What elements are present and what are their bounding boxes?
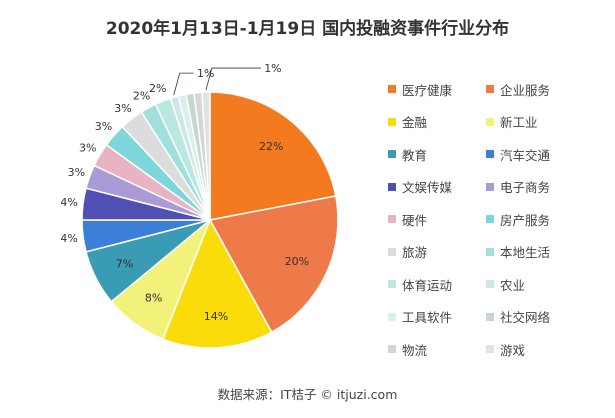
legend-swatch [388,117,396,126]
legend-swatch [486,182,494,191]
legend-label: 社交网络 [500,310,551,325]
legend-swatch [486,85,494,93]
legend-label: 房产服务 [500,212,551,228]
legend-swatch [388,247,396,256]
legend-swatch [486,117,494,126]
legend-item: 本地生活 [486,243,584,261]
data-label: 2% [133,90,150,103]
legend-item: 体育运动 [388,275,486,293]
legend-item: 农业 [486,275,584,293]
legend-item: 游戏 [486,340,584,358]
legend-label: 旅游 [402,245,428,260]
legend-item: 汽车交通 [486,145,584,163]
data-label: 8% [145,292,162,305]
data-label: 22% [259,140,283,153]
data-label: 3% [79,142,96,155]
data-label: 4% [60,196,77,209]
legend-label: 电子商务 [500,180,551,195]
legend-item: 房产服务 [486,210,584,228]
data-source: 数据来源：IT桔子 © itjuzi.com [217,387,398,402]
legend-swatch [486,247,494,256]
legend-label: 汽车交通 [500,147,551,163]
legend-label: 医疗健康 [402,82,453,98]
legend-label: 本地生活 [500,245,551,260]
legend-swatch [388,182,396,191]
data-label: 2% [149,82,166,95]
legend-label: 工具软件 [402,310,453,325]
legend-label: 物流 [402,342,428,358]
legend-item: 金融 [388,113,486,131]
data-label: 1% [264,62,281,75]
legend-label: 新工业 [500,115,538,130]
data-label: 3% [68,166,85,179]
legend: 医疗健康 企业服务金融 新工业教育 汽车交通文娱传媒 电子商务硬件 房产服务旅游 本地生活体… [388,80,588,358]
pie-slice-2 [161,218,273,349]
legend-label: 文娱传媒 [402,180,453,195]
pie-slice-1 [208,195,339,334]
legend-item: 社交网络 [486,308,584,326]
data-label: 7% [116,258,133,271]
legend-item: 硬件 [388,210,486,228]
legend-item: 企业服务 [486,80,584,98]
legend-swatch [486,312,494,321]
legend-item: 医疗健康 [388,80,486,98]
legend-swatch [388,280,396,288]
legend-swatch [388,215,396,223]
chart-title: 2020年1月13日-1月19日 国内投融资事件行业分布 [105,19,510,39]
legend-item: 物流 [388,340,486,358]
legend-swatch [388,345,396,353]
legend-item: 文娱传媒 [388,178,486,196]
pie-slice-17 [201,91,211,221]
legend-label: 体育运动 [402,277,453,293]
data-label: 20% [285,255,309,268]
pie-slice-0 [209,91,337,221]
data-label: 3% [114,102,131,115]
data-label: 3% [95,120,112,133]
legend-item: 旅游 [388,243,486,261]
legend-swatch [486,215,494,223]
leader-line [205,67,261,91]
legend-item: 教育 [388,145,486,163]
data-label: 1% [197,67,214,80]
legend-swatch [388,312,396,321]
data-label: 14% [204,310,228,323]
legend-label: 农业 [500,277,526,293]
legend-swatch [486,150,494,158]
pie-chart: 22%20%14%8%7%4%4%3%3%3%3%2%2%1% 1% [60,62,339,349]
legend-swatch [486,345,494,353]
legend-label: 企业服务 [500,82,551,98]
leader-line [173,72,194,96]
legend-label: 游戏 [500,342,526,358]
legend-item: 电子商务 [486,178,584,196]
legend-label: 金融 [402,115,428,130]
legend-label: 教育 [402,147,428,163]
data-label: 4% [60,232,77,245]
legend-item: 工具软件 [388,308,486,326]
legend-item: 新工业 [486,113,584,131]
legend-swatch [486,280,494,288]
legend-swatch [388,150,396,158]
legend-swatch [388,85,396,93]
legend-label: 硬件 [402,212,428,228]
